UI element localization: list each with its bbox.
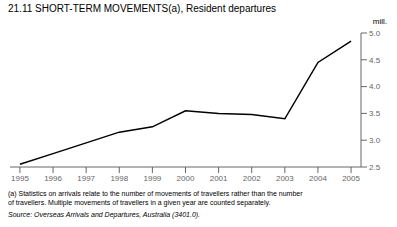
svg-text:3.5: 3.5	[369, 109, 381, 118]
html-text:Source: Overseas Arrivals and: Source: Overseas Arrivals and Departures…	[8, 211, 201, 218]
svg-text:1996: 1996	[44, 174, 62, 183]
svg-text:5.0: 5.0	[369, 29, 381, 38]
svg-text:1999: 1999	[143, 174, 161, 183]
svg-text:4.0: 4.0	[369, 82, 381, 91]
svg-text:1998: 1998	[110, 174, 128, 183]
svg-text:4.5: 4.5	[369, 56, 381, 65]
svg-text:1995: 1995	[11, 174, 29, 183]
svg-text:2002: 2002	[243, 174, 261, 183]
svg-text:2004: 2004	[309, 174, 327, 183]
html-text:mill.: mill.	[372, 17, 387, 26]
svg-text:2003: 2003	[276, 174, 294, 183]
svg-text:2001: 2001	[210, 174, 228, 183]
svg-text:2.5: 2.5	[369, 163, 381, 172]
svg-text:3.0: 3.0	[369, 136, 381, 145]
svg-text:2000: 2000	[177, 174, 195, 183]
html-text:21.11 SHORT-TERM MOVEMENTS(a),: 21.11 SHORT-TERM MOVEMENTS(a), Resident …	[8, 3, 276, 14]
html-text:(a) Statistics on arrivals rel: (a) Statistics on arrivals relate to the…	[8, 190, 303, 197]
html-text:of travellers. Multiple moveme: of travellers. Multiple movements of tra…	[8, 199, 271, 206]
svg-text:2005: 2005	[342, 174, 360, 183]
svg-text:1997: 1997	[77, 174, 95, 183]
